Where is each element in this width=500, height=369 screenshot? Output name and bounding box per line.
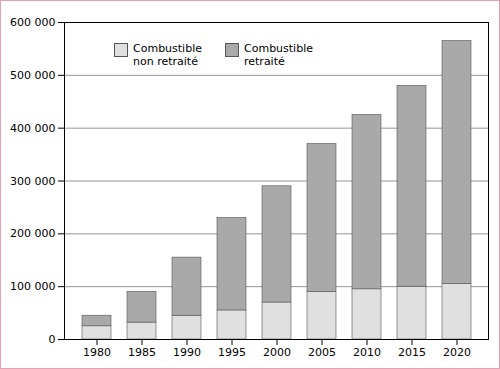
svg-text:500 000: 500 000 [10, 69, 56, 82]
svg-text:2020: 2020 [443, 346, 471, 359]
html-text:Combustible retraité: Combustible retraité [244, 42, 313, 68]
svg-text:2015: 2015 [398, 346, 426, 359]
svg-text:1980: 1980 [83, 346, 111, 359]
svg-text:600 000: 600 000 [10, 16, 56, 29]
svg-text:0: 0 [49, 333, 56, 346]
svg-text:400 000: 400 000 [10, 122, 56, 135]
svg-text:200 000: 200 000 [10, 227, 56, 240]
svg-text:1995: 1995 [218, 346, 246, 359]
html-text:Combustible non retraité: Combustible non retraité [133, 42, 202, 68]
svg-text:300 000: 300 000 [10, 175, 56, 188]
svg-text:2010: 2010 [353, 346, 381, 359]
svg-text:2005: 2005 [308, 346, 336, 359]
svg-text:1990: 1990 [173, 346, 201, 359]
svg-text:1985: 1985 [128, 346, 156, 359]
svg-text:2000: 2000 [263, 346, 291, 359]
svg-text:100 000: 100 000 [10, 280, 56, 293]
